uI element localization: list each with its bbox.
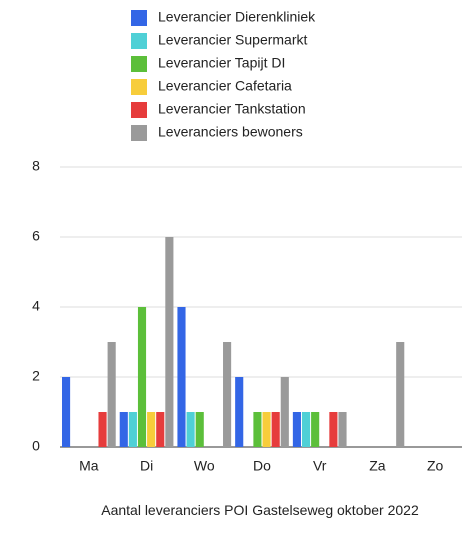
bar [186, 412, 195, 447]
y-tick-label: 4 [32, 298, 40, 314]
bar [119, 412, 128, 447]
legend-swatch [131, 102, 147, 118]
bar [271, 412, 280, 447]
bar [165, 237, 174, 447]
y-tick-label: 2 [32, 368, 40, 384]
bar [301, 412, 311, 447]
bar [223, 342, 232, 447]
x-tick-label: Do [253, 458, 271, 474]
y-tick-label: 0 [32, 438, 40, 454]
legend-swatch [131, 33, 147, 49]
x-tick-label: Zo [427, 458, 444, 474]
legend-label: Leverancier Tapijt DI [158, 55, 285, 71]
x-tick-label: Wo [194, 458, 215, 474]
bar [98, 412, 107, 447]
bar [253, 412, 262, 447]
x-tick-label: Ma [79, 458, 99, 474]
legend-label: Leverancier Supermarkt [158, 32, 308, 48]
bar [128, 412, 137, 447]
legend-swatch [131, 125, 147, 141]
bar [262, 412, 271, 447]
bar [235, 377, 244, 447]
bar [147, 412, 156, 447]
legend-label: Leverancier Tankstation [158, 101, 306, 117]
legend-swatch [131, 56, 147, 72]
bar [195, 412, 204, 447]
bar [311, 412, 320, 447]
bar [396, 342, 405, 447]
bar [329, 412, 338, 447]
chart-title: Aantal leveranciers POI Gastelseweg okto… [101, 502, 419, 518]
legend-label: Leverancier Cafetaria [158, 78, 292, 94]
y-tick-label: 8 [32, 158, 40, 174]
x-tick-label: Za [369, 458, 386, 474]
legend-label: Leverancier Dierenkliniek [158, 9, 316, 25]
y-tick-label: 6 [32, 228, 40, 244]
bar [292, 412, 301, 447]
legend-swatch [131, 10, 147, 26]
x-tick-label: Vr [313, 458, 327, 474]
legend-label: Leveranciers bewoners [158, 124, 303, 140]
bar [107, 342, 116, 447]
bar [62, 377, 71, 447]
bar [177, 307, 186, 447]
x-tick-label: Di [140, 458, 153, 474]
bar [137, 307, 147, 447]
legend-swatch [131, 79, 147, 95]
bar [280, 377, 289, 447]
chart: 0 2 4 6 8 Leverancier Dierenkliniek Leverancie… [32, 9, 462, 474]
bar [156, 412, 165, 447]
bar [338, 412, 347, 447]
